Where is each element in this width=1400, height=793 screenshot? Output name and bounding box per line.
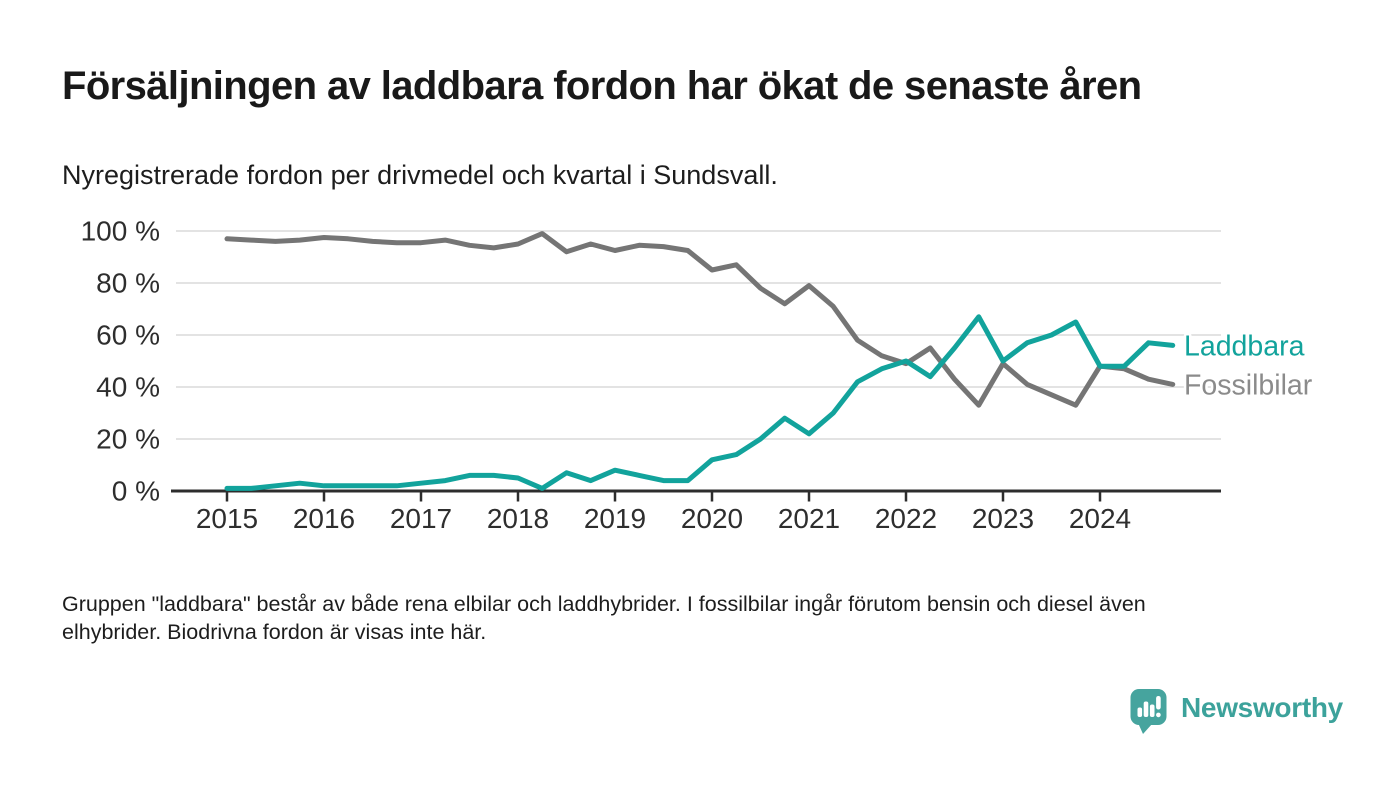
newsworthy-brand: Newsworthy — [1129, 688, 1343, 735]
y-tick-label: 0 % — [112, 476, 160, 507]
y-tick-label: 20 % — [96, 424, 160, 455]
x-tick-label: 2024 — [1069, 503, 1131, 534]
series-line-fossilbilar — [224, 231, 1176, 408]
chart-subtitle: Nyregistrerade fordon per drivmedel och … — [62, 160, 778, 190]
newsworthy-logo-icon — [1130, 689, 1167, 734]
x-tick-label: 2021 — [778, 503, 840, 534]
x-tick-label: 2016 — [293, 503, 355, 534]
y-tick-label: 80 % — [96, 268, 160, 299]
x-tick-label: 2017 — [390, 503, 452, 534]
legend-label-fossilbilar: Fossilbilar — [1184, 369, 1313, 401]
x-tick-label: 2023 — [972, 503, 1034, 534]
page-title: Försäljningen av laddbara fordon har öka… — [62, 64, 1142, 108]
x-tick-label: 2022 — [875, 503, 937, 534]
y-tick-label: 60 % — [96, 320, 160, 351]
x-tick-label: 2018 — [487, 503, 549, 534]
x-tick-label: 2020 — [681, 503, 743, 534]
series-line-laddbara — [224, 314, 1176, 491]
x-tick-label: 2015 — [196, 503, 258, 534]
y-tick-label: 100 % — [81, 216, 160, 247]
footnote-line: elhybrider. Biodrivna fordon är visas in… — [62, 619, 487, 644]
x-tick-label: 2019 — [584, 503, 646, 534]
newsworthy-logo-text: Newsworthy — [1181, 692, 1343, 723]
legend-label-laddbara: Laddbara — [1184, 330, 1305, 362]
y-tick-label: 40 % — [96, 372, 160, 403]
chart-footnote: Gruppen "laddbara" består av både rena e… — [62, 591, 1146, 647]
footnote-line: Gruppen "laddbara" består av både rena e… — [62, 592, 1146, 616]
